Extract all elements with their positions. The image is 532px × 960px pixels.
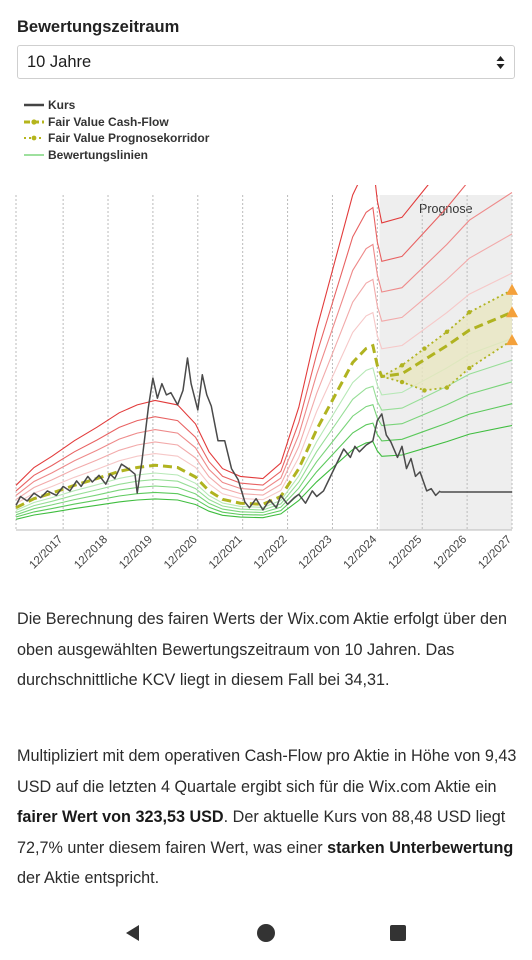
corridor-point xyxy=(467,365,472,371)
legend-item-prognosekorridor[interactable]: Fair Value Prognosekorridor xyxy=(24,130,209,147)
legend-item-kurs[interactable]: Kurs xyxy=(24,97,209,114)
x-tick-label: 12/2026 xyxy=(431,534,469,572)
forecast-marker xyxy=(506,334,518,346)
period-select-value: 10 Jahre xyxy=(27,52,92,71)
recents-button[interactable] xyxy=(384,919,412,947)
corridor-point xyxy=(399,379,405,385)
x-tick-label: 12/2020 xyxy=(162,534,200,572)
x-tick-label: 12/2024 xyxy=(342,533,380,571)
kurs-line xyxy=(15,357,441,511)
valuation-line-upper xyxy=(15,185,467,492)
legend-item-bewertungslinien[interactable]: Bewertungslinien xyxy=(24,147,209,164)
x-tick-label: 12/2027 xyxy=(476,534,514,572)
corridor-upper-line xyxy=(381,289,513,378)
legend-label: Fair Value Prognosekorridor xyxy=(48,131,210,146)
legend-bewertungslinien-icon xyxy=(24,154,44,156)
corridor-point xyxy=(399,363,405,368)
corridor-area xyxy=(381,289,512,391)
forecast-marker xyxy=(506,283,518,295)
corridor-lower-line xyxy=(381,339,513,392)
period-select[interactable]: 10 Jahre xyxy=(17,45,515,79)
valuation-line-upper xyxy=(15,185,429,486)
valuation-line-lower xyxy=(15,403,513,518)
text-segment: . Der aktuelle Kurs von 88,48 USD liegt … xyxy=(17,808,506,857)
x-tick-label: 12/2018 xyxy=(72,534,110,572)
valuation-line-lower xyxy=(15,424,513,520)
valuation-line-lower xyxy=(15,359,513,514)
fair-value-line xyxy=(15,310,513,510)
text-segment: Multipliziert mit dem operativen Cash-Fl… xyxy=(17,747,517,796)
x-tick-label: 12/2023 xyxy=(297,534,335,572)
legend-fair-value-icon xyxy=(24,119,44,125)
valuation-line-upper xyxy=(15,272,513,505)
system-navbar xyxy=(0,905,532,960)
x-tick-label: 12/2022 xyxy=(252,534,290,572)
paragraph-explanation: Die Berechnung des fairen Werts der Wix.… xyxy=(17,610,508,689)
corridor-point xyxy=(444,385,450,390)
x-tick-label: 12/2017 xyxy=(27,534,65,572)
section-title: Bewertungszeitraum xyxy=(17,18,180,36)
valuation-line-upper xyxy=(15,233,513,501)
corridor-point xyxy=(422,388,427,393)
x-tick-label: 12/2021 xyxy=(207,534,245,572)
forecast-marker xyxy=(506,306,518,318)
legend-label: Kurs xyxy=(48,98,76,113)
paragraph-fair-value: Multipliziert mit dem operativen Cash-Fl… xyxy=(17,741,517,894)
legend-label: Bewertungslinien xyxy=(48,147,149,162)
fair-value-highlight: fairer Wert von 323,53 USD xyxy=(17,808,224,826)
back-icon xyxy=(126,925,139,941)
valuation-line-lower xyxy=(15,337,513,511)
legend-label: Fair Value Cash-Flow xyxy=(48,114,169,129)
home-icon xyxy=(257,924,275,942)
x-tick-label: 12/2025 xyxy=(386,534,424,572)
recents-icon xyxy=(390,925,406,941)
select-arrows-icon xyxy=(496,56,505,69)
chart-legend: Kurs Fair Value Cash-Flow Fair Value Pro… xyxy=(24,97,209,163)
valuation-line-lower xyxy=(15,381,513,516)
legend-item-fair-value[interactable]: Fair Value Cash-Flow xyxy=(24,114,209,131)
valuation-verdict: starken Unterbewertung xyxy=(327,838,514,857)
back-button[interactable] xyxy=(119,919,147,947)
valuation-line-upper xyxy=(15,192,513,496)
text-segment: der Aktie entspricht. xyxy=(17,869,160,887)
home-button[interactable] xyxy=(252,919,280,947)
x-tick-label: 12/2019 xyxy=(117,534,155,572)
corridor-point xyxy=(422,346,427,351)
corridor-point xyxy=(444,329,450,334)
legend-kurs-icon xyxy=(24,104,44,107)
corridor-point xyxy=(467,310,472,315)
legend-corridor-icon xyxy=(24,135,44,141)
